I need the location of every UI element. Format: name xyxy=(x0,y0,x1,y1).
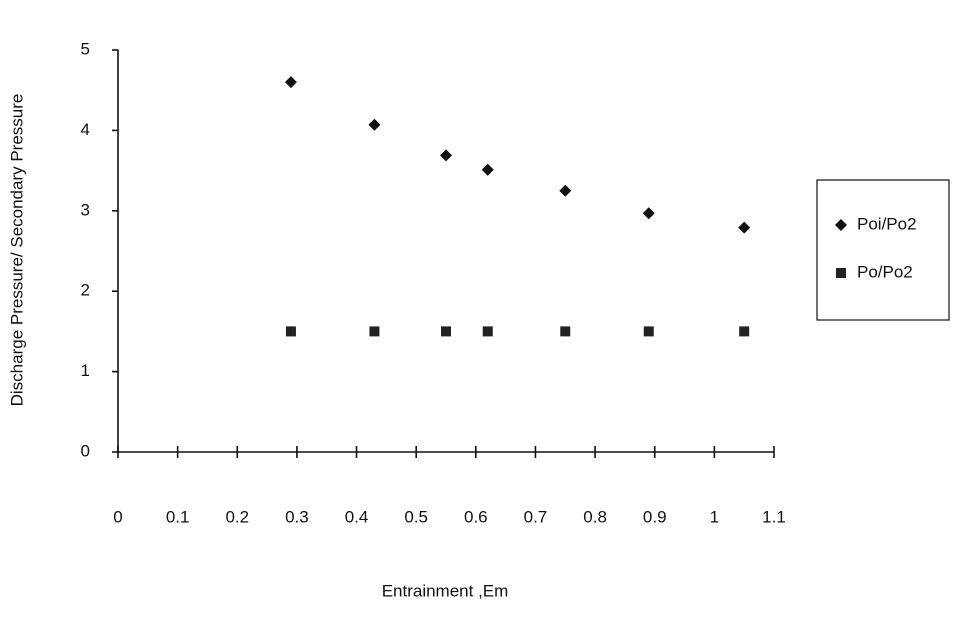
point xyxy=(369,326,380,337)
x-tick-label: 0.9 xyxy=(643,507,667,526)
legend-label: Poi/Po2 xyxy=(857,214,917,233)
legend-box xyxy=(816,179,950,321)
point xyxy=(440,149,452,162)
x-tick-label: 1 xyxy=(710,507,719,526)
point xyxy=(643,326,654,337)
y-tick-label: 1 xyxy=(81,361,90,380)
legend-marker xyxy=(835,219,847,231)
x-tick-label: 1.1 xyxy=(762,507,786,526)
legend-marker xyxy=(836,268,846,278)
y-tick-label: 0 xyxy=(81,441,90,460)
y-tick-label: 3 xyxy=(81,200,90,219)
x-tick-label: 0.6 xyxy=(464,507,488,526)
x-tick-label: 0.5 xyxy=(404,507,428,526)
point xyxy=(284,76,297,89)
x-tick-label: 0 xyxy=(113,507,122,526)
x-tick-label: 0.7 xyxy=(524,507,548,526)
y-tick-label: 5 xyxy=(81,39,90,58)
y-tick-label: 2 xyxy=(81,281,90,300)
point xyxy=(739,326,750,337)
x-tick-label: 0.1 xyxy=(166,507,190,526)
x-axis-title: Entrainment ,Em xyxy=(382,581,509,600)
point xyxy=(441,326,451,337)
point xyxy=(482,326,493,337)
legend-label: Po/Po2 xyxy=(857,262,913,281)
x-tick-label: 0.8 xyxy=(583,507,607,526)
x-tick-label: 0.3 xyxy=(285,507,309,526)
point xyxy=(368,118,381,131)
y-axis-title: Discharge Pressure/ Secondary Pressure xyxy=(7,94,26,407)
point xyxy=(559,184,572,197)
x-tick-label: 0.4 xyxy=(345,507,369,526)
point xyxy=(481,163,494,176)
point xyxy=(560,326,571,337)
point xyxy=(738,221,751,234)
x-tick-label: 0.2 xyxy=(225,507,249,526)
point xyxy=(642,207,655,220)
y-tick-label: 4 xyxy=(81,120,90,139)
point xyxy=(285,326,296,337)
